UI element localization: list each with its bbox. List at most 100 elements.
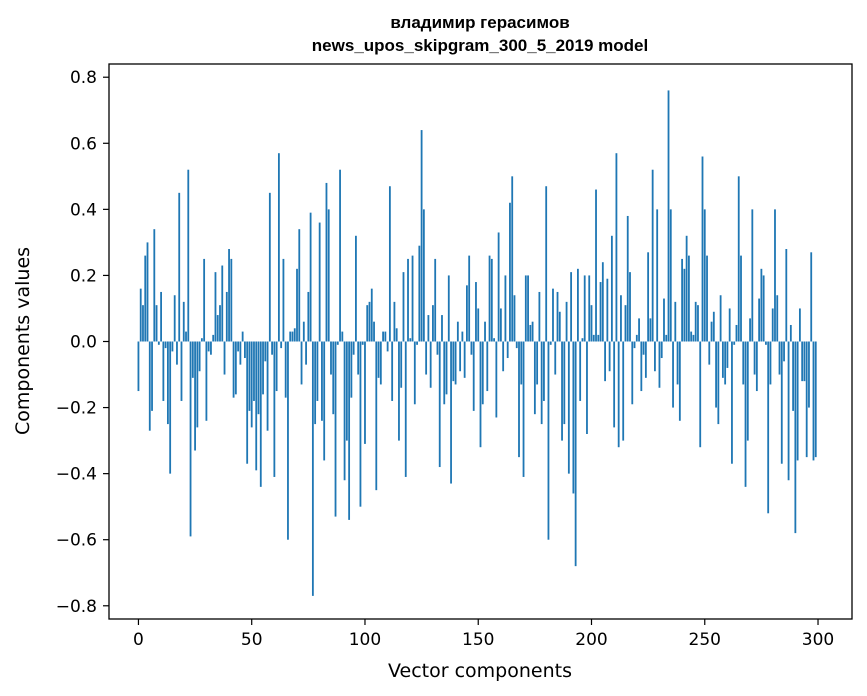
bar-183 bbox=[552, 288, 554, 342]
bar-269 bbox=[746, 341, 749, 441]
bar-284 bbox=[780, 341, 783, 464]
bar-200 bbox=[590, 305, 593, 342]
bar-39 bbox=[225, 291, 228, 342]
bar-56 bbox=[264, 341, 267, 362]
bar-214 bbox=[622, 341, 625, 441]
bar-292 bbox=[798, 308, 801, 342]
bar-168 bbox=[518, 341, 520, 458]
bar-254 bbox=[712, 311, 715, 342]
y-tick-label-5: 0.2 bbox=[70, 266, 97, 286]
bar-283 bbox=[778, 341, 781, 375]
bar-274 bbox=[758, 298, 761, 342]
y-tick-label-1: −0.6 bbox=[56, 531, 97, 551]
bar-249 bbox=[701, 156, 704, 342]
bar-180 bbox=[545, 186, 548, 342]
bar-286 bbox=[785, 249, 788, 342]
bar-137 bbox=[447, 275, 450, 342]
x-tick-label-5: 250 bbox=[689, 630, 721, 650]
bar-3 bbox=[144, 255, 147, 342]
bar-4 bbox=[146, 242, 149, 342]
bar-238 bbox=[676, 341, 679, 385]
bar-227 bbox=[651, 169, 654, 342]
bar-40 bbox=[228, 249, 230, 342]
bar-110 bbox=[386, 341, 389, 352]
bar-179 bbox=[543, 341, 545, 401]
bar-156 bbox=[490, 258, 493, 342]
bar-115 bbox=[398, 341, 400, 441]
bar-107 bbox=[379, 341, 382, 385]
bar-225 bbox=[647, 252, 650, 342]
bar-276 bbox=[762, 275, 765, 342]
bar-12 bbox=[164, 341, 167, 349]
bar-112 bbox=[391, 341, 394, 401]
bar-34 bbox=[214, 272, 217, 342]
bar-65 bbox=[284, 341, 287, 398]
y-tick-label-0: −0.8 bbox=[56, 597, 97, 617]
bar-95 bbox=[352, 341, 355, 355]
bar-62 bbox=[277, 153, 280, 342]
bar-37 bbox=[221, 265, 224, 342]
bar-217 bbox=[629, 272, 631, 342]
bar-245 bbox=[692, 334, 695, 342]
bar-229 bbox=[656, 209, 659, 342]
bar-6 bbox=[151, 341, 153, 411]
bar-224 bbox=[644, 341, 647, 378]
bar-230 bbox=[658, 341, 661, 388]
bar-18 bbox=[178, 192, 181, 342]
bar-257 bbox=[719, 295, 722, 342]
bar-50 bbox=[250, 341, 253, 428]
bar-152 bbox=[481, 341, 484, 405]
bar-270 bbox=[749, 318, 751, 342]
bar-147 bbox=[470, 341, 473, 355]
bar-54 bbox=[259, 341, 262, 487]
bar-105 bbox=[375, 341, 378, 491]
bar-84 bbox=[327, 209, 330, 342]
bar-109 bbox=[384, 331, 387, 342]
bar-58 bbox=[268, 192, 271, 342]
bar-187 bbox=[561, 341, 563, 441]
bar-240 bbox=[681, 258, 684, 342]
bar-210 bbox=[613, 341, 616, 428]
bar-108 bbox=[382, 331, 384, 342]
bar-220 bbox=[635, 334, 638, 342]
bar-237 bbox=[674, 301, 677, 342]
bar-51 bbox=[253, 341, 255, 401]
bar-278 bbox=[767, 341, 770, 514]
bar-126 bbox=[422, 209, 425, 342]
bar-181 bbox=[547, 341, 550, 540]
bar-23 bbox=[189, 341, 192, 537]
bar-255 bbox=[715, 341, 717, 408]
bar-24 bbox=[191, 341, 194, 378]
bar-297 bbox=[810, 252, 813, 342]
bar-184 bbox=[554, 341, 557, 375]
bar-0 bbox=[137, 341, 140, 392]
bar-294 bbox=[803, 341, 806, 382]
bar-90 bbox=[341, 331, 344, 342]
bar-235 bbox=[669, 209, 672, 342]
bar-239 bbox=[678, 341, 681, 421]
bar-259 bbox=[724, 341, 727, 385]
bar-97 bbox=[357, 341, 360, 375]
bar-205 bbox=[601, 262, 604, 342]
bar-57 bbox=[266, 341, 269, 431]
bar-117 bbox=[402, 272, 405, 342]
bar-203 bbox=[597, 334, 600, 342]
bar-28 bbox=[200, 338, 203, 342]
bar-202 bbox=[595, 189, 597, 342]
bar-192 bbox=[572, 341, 575, 494]
bar-282 bbox=[776, 295, 779, 342]
bar-163 bbox=[506, 341, 509, 359]
bar-299 bbox=[814, 341, 817, 458]
bar-195 bbox=[579, 341, 582, 401]
bar-279 bbox=[769, 341, 772, 385]
bar-248 bbox=[699, 341, 702, 448]
bar-42 bbox=[232, 341, 235, 398]
bar-30 bbox=[205, 341, 208, 421]
bar-104 bbox=[373, 321, 375, 342]
bar-160 bbox=[499, 308, 502, 342]
bar-273 bbox=[755, 341, 758, 392]
bar-143 bbox=[461, 331, 464, 342]
bar-197 bbox=[583, 275, 586, 342]
bar-178 bbox=[540, 341, 543, 425]
bar-15 bbox=[171, 341, 174, 352]
